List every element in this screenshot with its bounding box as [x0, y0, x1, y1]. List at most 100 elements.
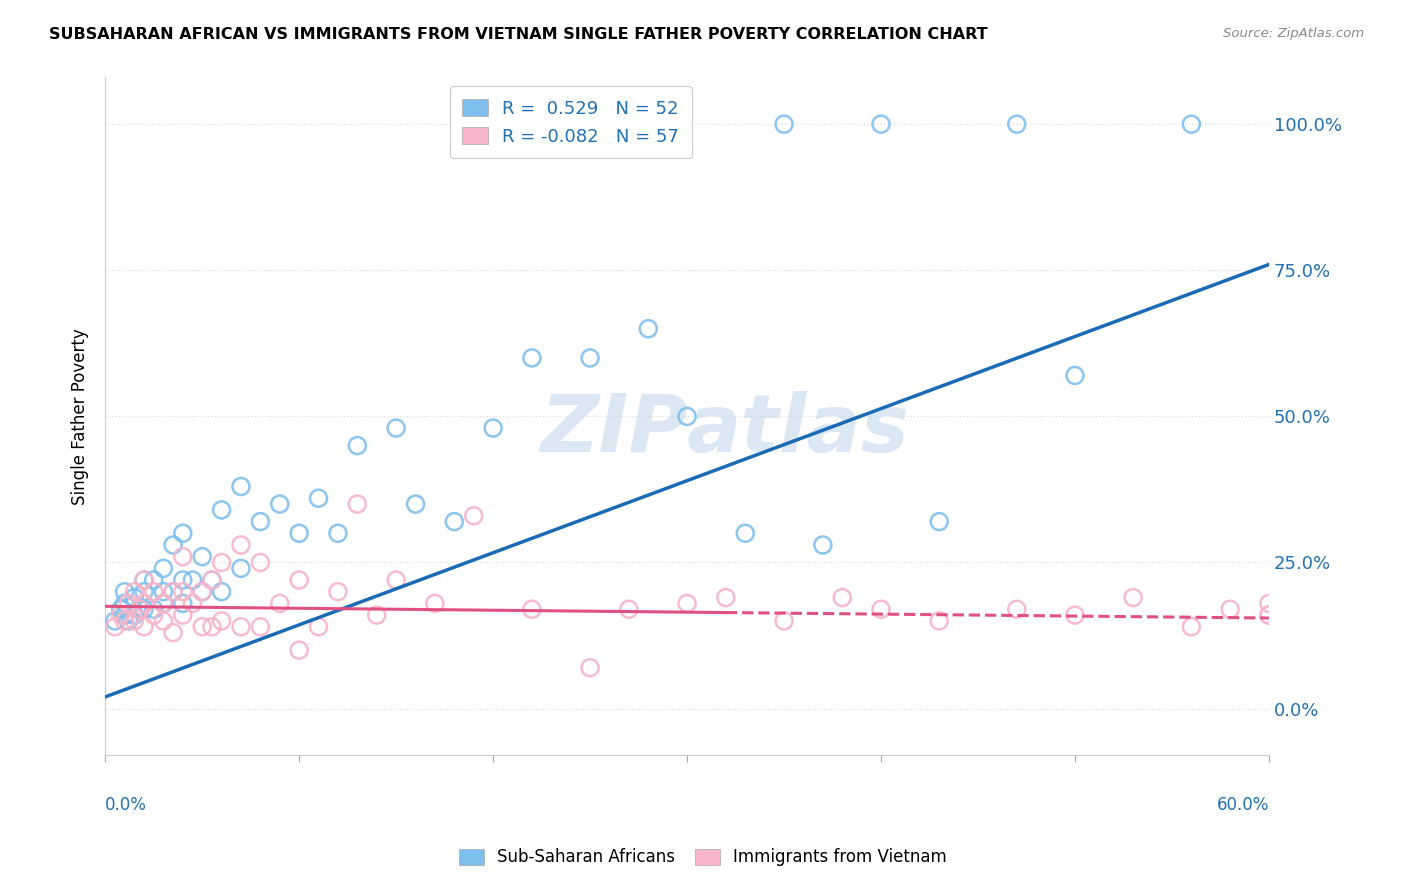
Point [162, 625, 184, 640]
Point [152, 596, 174, 610]
Point [637, 322, 659, 336]
Point [1258, 608, 1281, 623]
Point [152, 614, 174, 628]
Point [676, 596, 699, 610]
Point [117, 596, 139, 610]
Point [110, 608, 132, 623]
Point [142, 602, 165, 616]
Point [132, 596, 155, 610]
Point [928, 614, 950, 628]
Point [385, 421, 408, 435]
Point [114, 614, 136, 628]
Point [1219, 602, 1241, 616]
Point [172, 584, 194, 599]
Point [172, 526, 194, 541]
Text: atlas: atlas [688, 391, 910, 469]
Point [124, 591, 146, 605]
Point [463, 508, 485, 523]
Point [142, 584, 165, 599]
Point [288, 643, 311, 657]
Point [269, 596, 291, 610]
Text: SUBSAHARAN AFRICAN VS IMMIGRANTS FROM VIETNAM SINGLE FATHER POVERTY CORRELATION : SUBSAHARAN AFRICAN VS IMMIGRANTS FROM VI… [49, 27, 988, 42]
Point [181, 596, 204, 610]
Point [201, 573, 224, 587]
Point [1005, 117, 1028, 131]
Point [308, 491, 330, 506]
Point [152, 596, 174, 610]
Point [385, 573, 408, 587]
Point [132, 573, 155, 587]
Point [124, 608, 146, 623]
Point [520, 602, 543, 616]
Point [172, 549, 194, 564]
Point [211, 556, 233, 570]
Text: 0.0%: 0.0% [105, 796, 148, 814]
Point [191, 584, 214, 599]
Point [249, 515, 271, 529]
Point [211, 503, 233, 517]
Point [117, 614, 139, 628]
Point [579, 661, 602, 675]
Point [676, 409, 699, 424]
Point [191, 620, 214, 634]
Point [172, 608, 194, 623]
Point [181, 573, 204, 587]
Point [346, 439, 368, 453]
Point [152, 561, 174, 575]
Point [269, 497, 291, 511]
Point [201, 620, 224, 634]
Point [172, 596, 194, 610]
Point [405, 497, 427, 511]
Point [1258, 596, 1281, 610]
Point [288, 573, 311, 587]
Point [114, 584, 136, 599]
Point [346, 497, 368, 511]
Point [579, 351, 602, 365]
Point [1180, 620, 1202, 634]
Point [811, 538, 834, 552]
Point [124, 584, 146, 599]
Point [191, 549, 214, 564]
Point [1005, 602, 1028, 616]
Point [1064, 368, 1087, 383]
Point [129, 602, 152, 616]
Point [172, 573, 194, 587]
Point [870, 602, 893, 616]
Point [366, 608, 388, 623]
Point [229, 538, 252, 552]
Point [162, 538, 184, 552]
Point [1180, 117, 1202, 131]
Point [132, 573, 155, 587]
Point [423, 596, 446, 610]
Point [114, 608, 136, 623]
Point [326, 584, 349, 599]
Point [249, 620, 271, 634]
Point [443, 515, 465, 529]
Point [714, 591, 737, 605]
Point [211, 584, 233, 599]
Point [773, 117, 796, 131]
Point [132, 584, 155, 599]
Point [142, 573, 165, 587]
Point [191, 584, 214, 599]
Point [129, 602, 152, 616]
Point [142, 608, 165, 623]
Point [1064, 608, 1087, 623]
Point [308, 620, 330, 634]
Point [734, 526, 756, 541]
Point [928, 515, 950, 529]
Point [162, 584, 184, 599]
Point [288, 526, 311, 541]
Point [124, 614, 146, 628]
Point [114, 596, 136, 610]
Point [132, 602, 155, 616]
Point [617, 602, 640, 616]
Point [520, 351, 543, 365]
Point [132, 620, 155, 634]
Point [1258, 608, 1281, 623]
Point [211, 614, 233, 628]
Point [152, 584, 174, 599]
Point [229, 620, 252, 634]
Point [870, 117, 893, 131]
Point [1122, 591, 1144, 605]
